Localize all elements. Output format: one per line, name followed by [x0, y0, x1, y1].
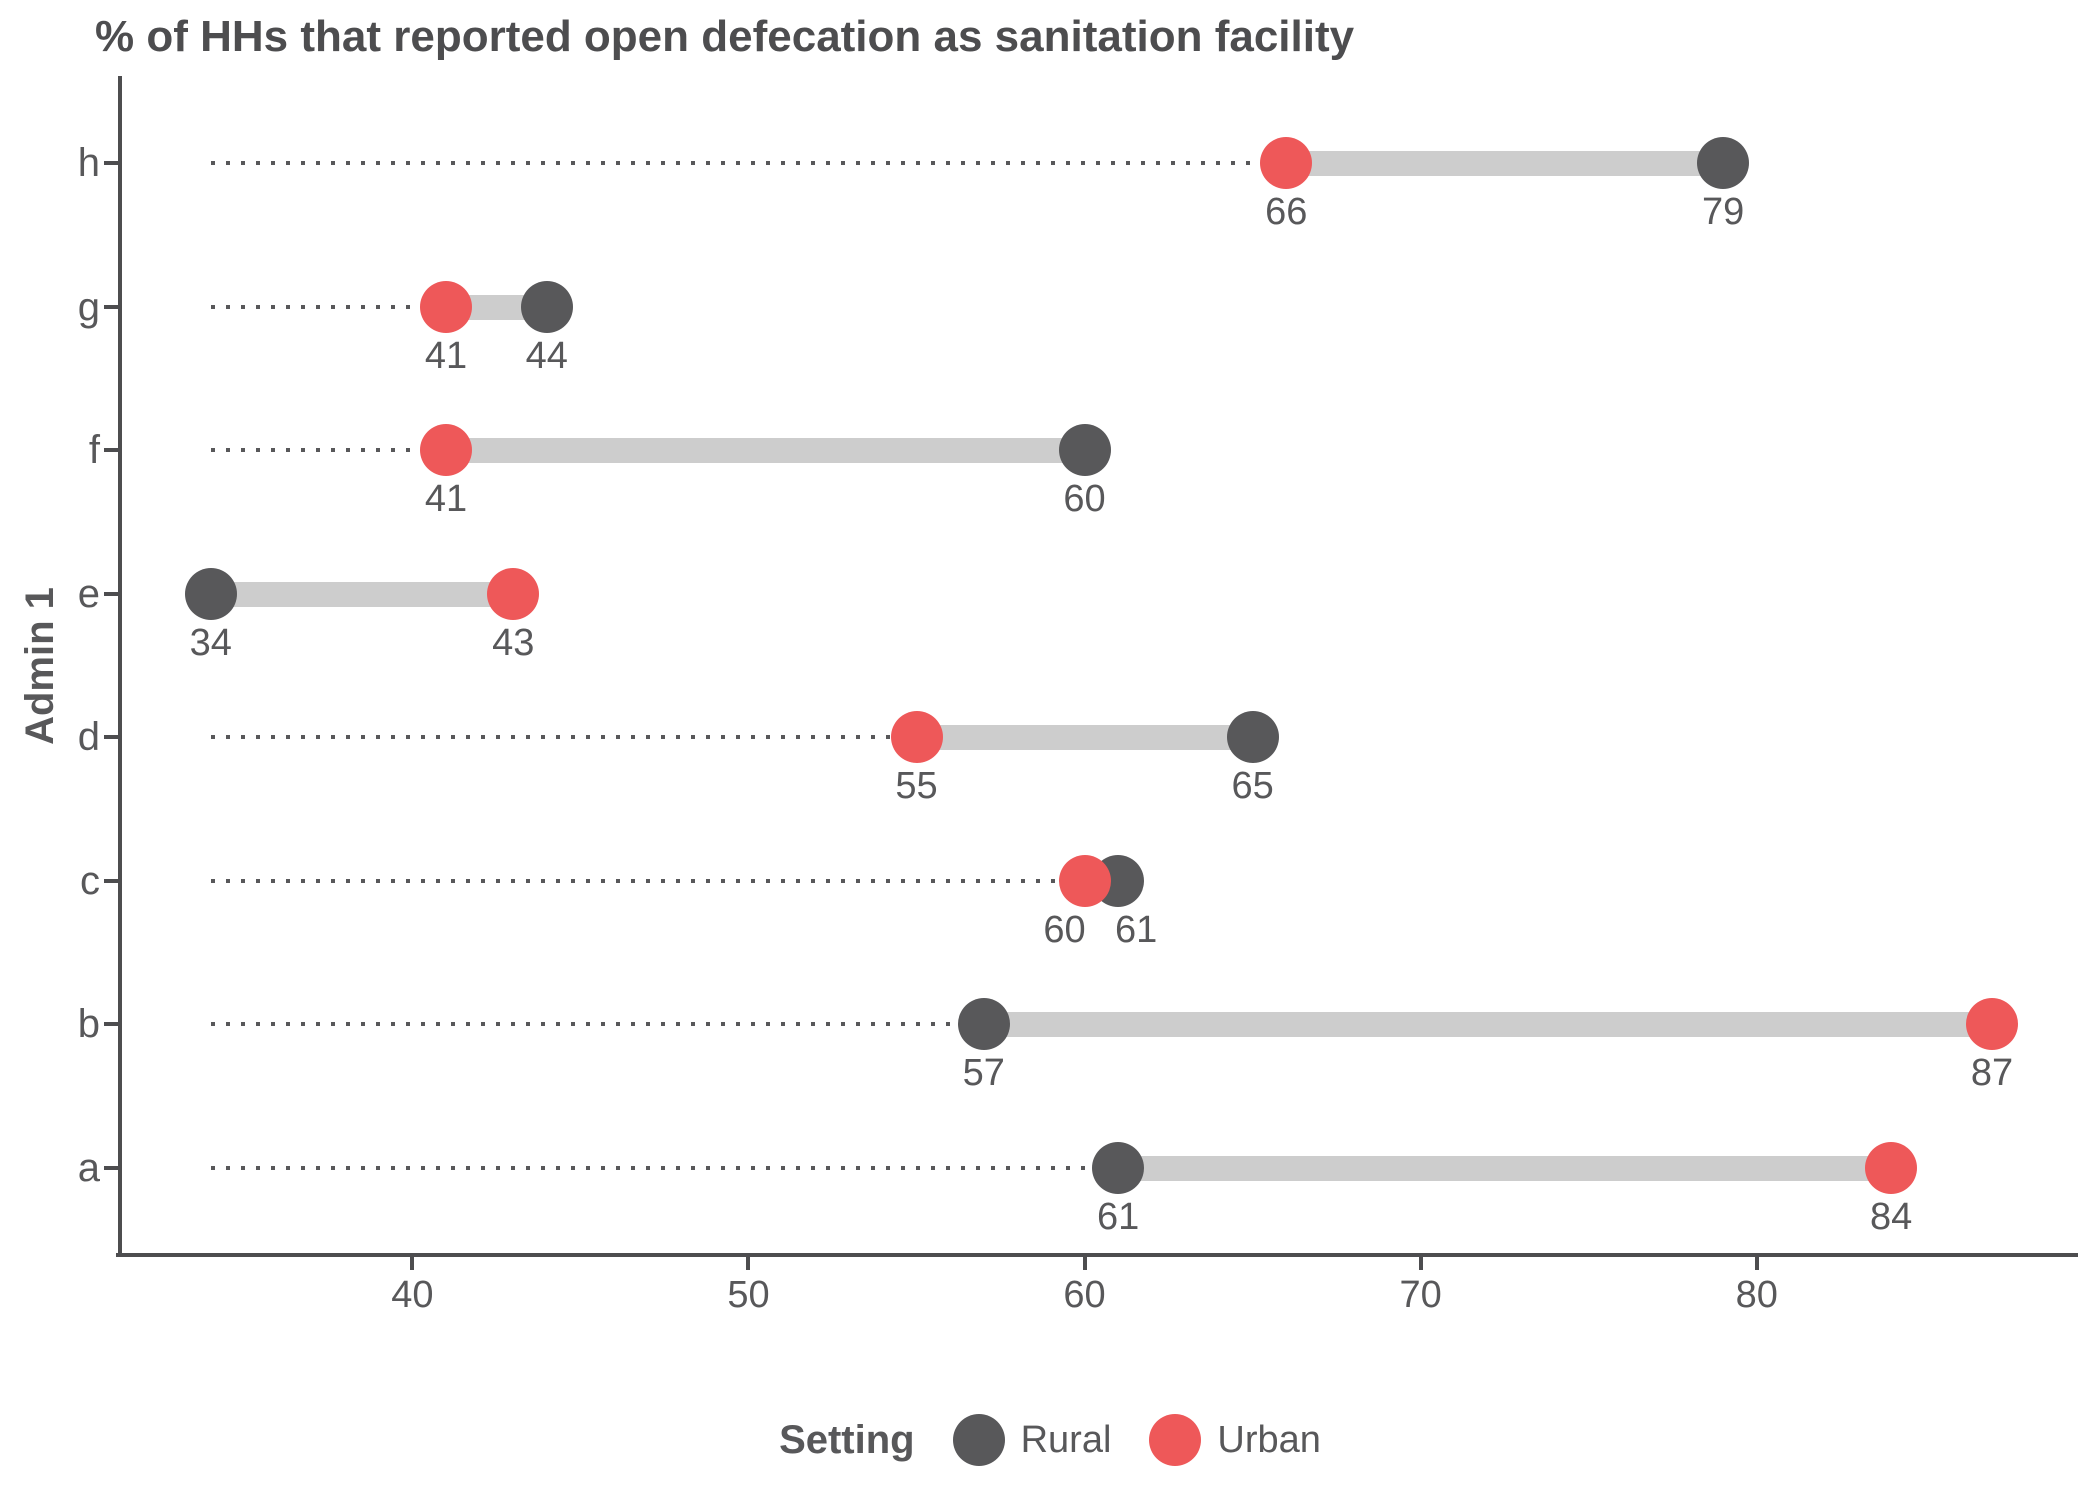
rural-value-label: 44 [525, 334, 568, 377]
y-axis-tick [104, 448, 118, 453]
rural-value-label: 65 [1231, 765, 1274, 808]
category-label: g [77, 284, 100, 329]
legend: Setting Rural Urban [0, 1414, 2100, 1466]
category-label: e [77, 571, 100, 616]
x-axis-tick-label: 70 [1399, 1274, 1442, 1316]
leader-dotted-line [210, 878, 1085, 883]
y-axis-title: Admin 1 [18, 587, 62, 745]
y-axis-tick [104, 1165, 118, 1170]
rural-value-label: 57 [962, 1052, 1005, 1095]
leader-dotted-line [210, 735, 917, 740]
y-axis-tick [104, 161, 118, 165]
urban-value-label: 41 [424, 334, 468, 377]
legend-item-rural: Rural [952, 1414, 1112, 1466]
rural-dot [520, 280, 573, 333]
urban-dot [1865, 1141, 1918, 1194]
leader-dotted-line [210, 161, 1287, 165]
rural-dot-icon [952, 1414, 1005, 1466]
x-axis-tick [746, 1257, 751, 1270]
x-axis-tick [1082, 1257, 1087, 1270]
urban-dot [420, 424, 472, 477]
urban-value-label: 66 [1265, 191, 1308, 233]
x-axis-tick [1754, 1257, 1759, 1270]
legend-item-label-urban: Urban [1217, 1418, 1321, 1461]
rural-dot [184, 567, 237, 620]
urban-dot [1260, 137, 1313, 189]
y-axis-tick [104, 878, 118, 883]
connector-bar [446, 438, 1085, 464]
x-axis-tick [410, 1257, 415, 1270]
rural-dot [1226, 711, 1279, 764]
urban-value-label: 87 [1970, 1052, 2014, 1095]
urban-value-label: 60 [1043, 908, 1086, 951]
rural-dot [957, 998, 1010, 1051]
chart-title: % of HHs that reported open defecation a… [95, 12, 1355, 61]
y-axis-tick [104, 1022, 118, 1027]
urban-dot-icon [1149, 1414, 1202, 1466]
category-label: h [77, 141, 100, 185]
category-label: c [80, 858, 100, 903]
rural-value-label: 34 [189, 621, 232, 664]
rural-dot [1058, 424, 1111, 477]
leader-dotted-line [210, 1022, 984, 1027]
category-label: d [77, 715, 100, 760]
category-label: a [77, 1145, 100, 1190]
x-axis-tick-label: 50 [727, 1274, 770, 1316]
urban-dot [487, 567, 540, 620]
x-axis-tick [1418, 1257, 1423, 1270]
category-label: f [88, 428, 100, 473]
x-axis-line [116, 1253, 2078, 1257]
connector-bar [916, 725, 1253, 751]
legend-item-urban: Urban [1149, 1414, 1321, 1466]
rural-dot [1697, 137, 1750, 189]
rural-value-label: 60 [1063, 478, 1106, 521]
legend-item-label-rural: Rural [1020, 1418, 1112, 1461]
urban-value-label: 41 [424, 478, 468, 521]
y-axis-tick [104, 735, 118, 740]
urban-value-label: 43 [492, 621, 535, 664]
y-axis-tick [104, 591, 118, 596]
urban-value-label: 84 [1870, 1195, 1913, 1238]
leader-dotted-line [210, 304, 446, 309]
rural-value-label: 61 [1097, 1195, 1140, 1238]
x-axis-tick-label: 40 [391, 1274, 434, 1316]
x-axis-tick-label: 80 [1735, 1274, 1778, 1316]
leader-dotted-line [210, 1165, 1119, 1170]
connector-bar [1286, 151, 1724, 176]
urban-value-label: 55 [895, 765, 938, 808]
rural-dot [1092, 1141, 1145, 1194]
connector-bar [1118, 1155, 1892, 1181]
x-axis-tick-label: 60 [1063, 1274, 1106, 1316]
urban-dot [1965, 998, 2018, 1051]
y-axis-line [118, 76, 122, 1257]
category-label: b [77, 1002, 100, 1047]
rural-value-label: 61 [1115, 908, 1158, 951]
connector-bar [210, 581, 514, 607]
urban-dot [1058, 854, 1111, 907]
urban-dot [890, 711, 943, 764]
y-axis-tick [104, 304, 118, 309]
urban-dot [420, 280, 472, 333]
connector-bar [983, 1012, 1992, 1038]
leader-dotted-line [210, 448, 446, 453]
legend-title: Setting [779, 1417, 915, 1462]
rural-value-label: 79 [1701, 191, 1745, 233]
